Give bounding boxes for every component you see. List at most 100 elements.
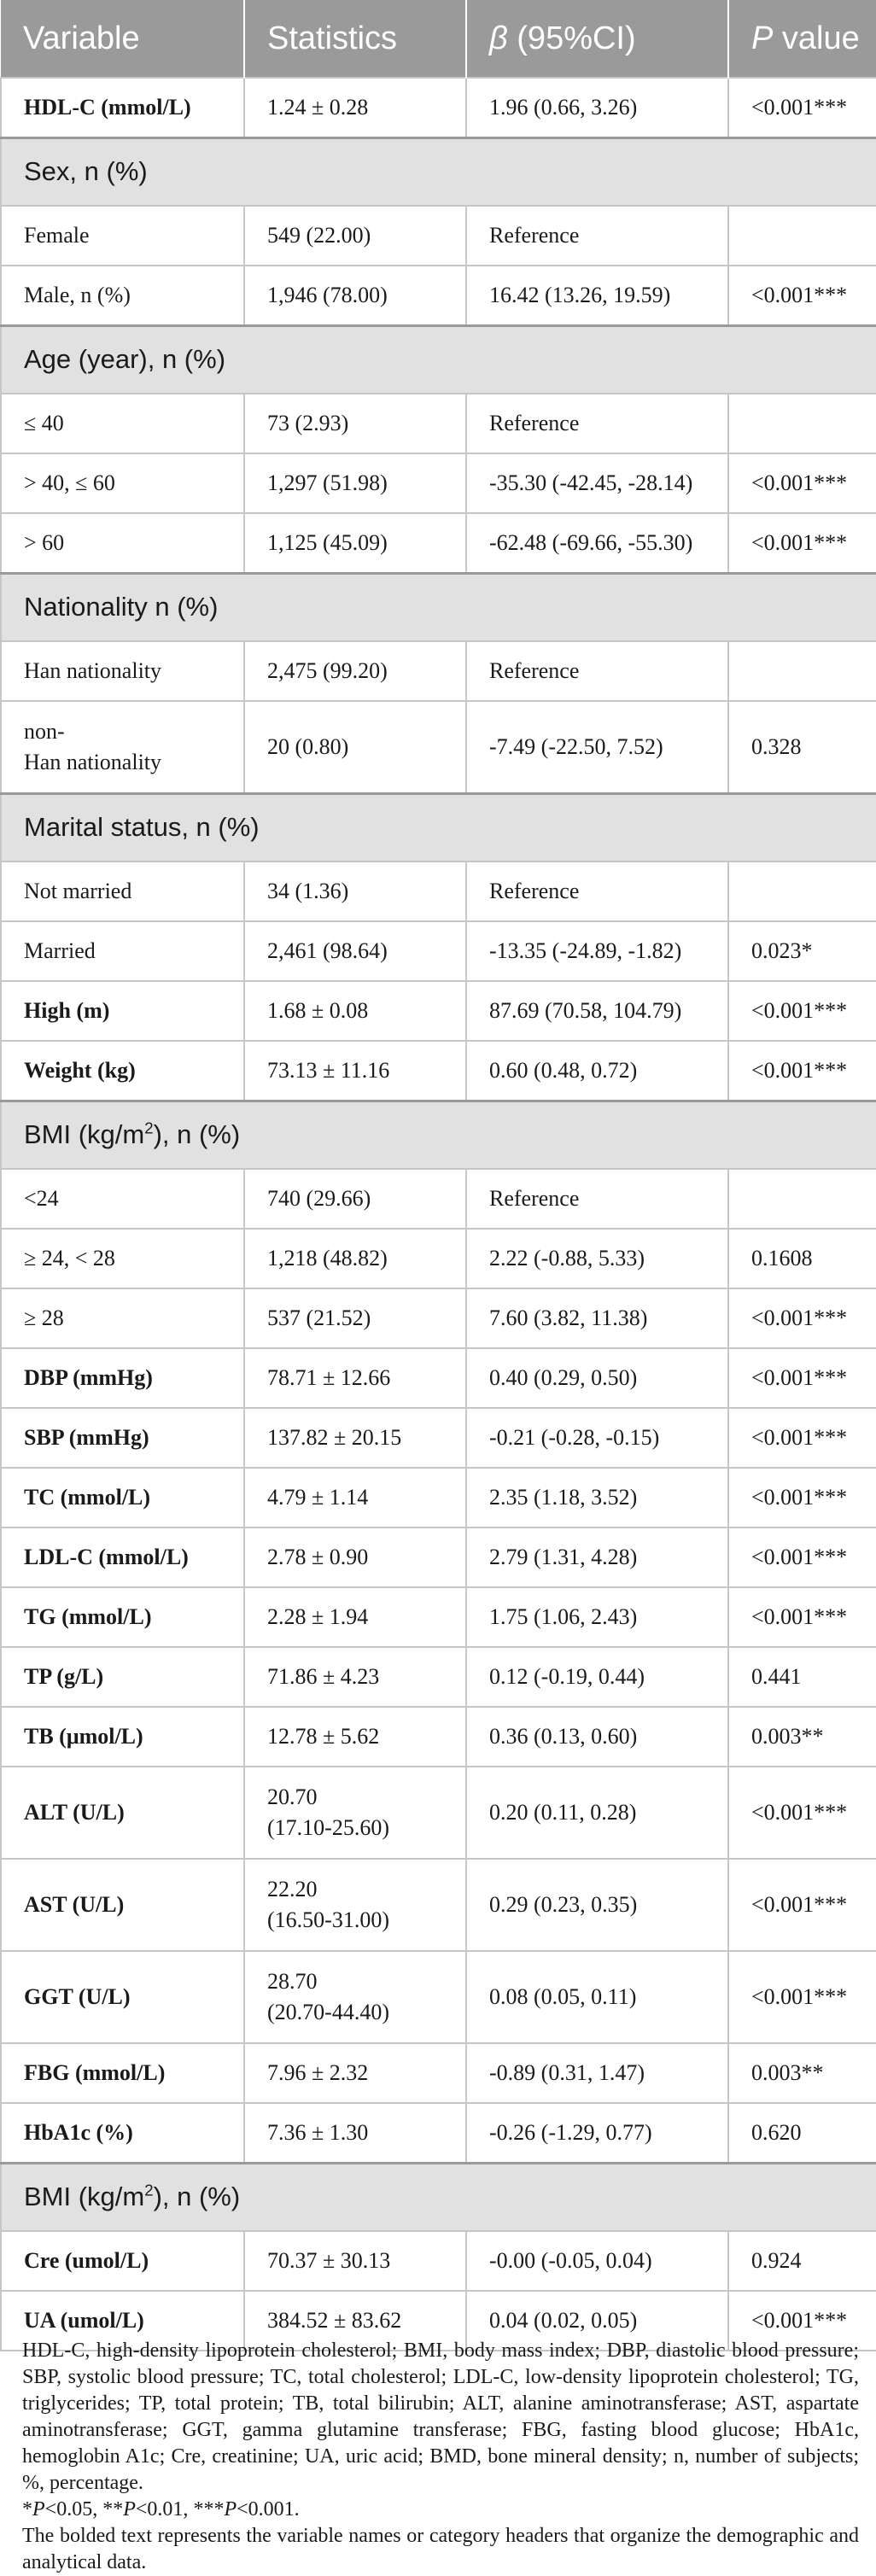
p-value-cell: 0.003**: [727, 2042, 876, 2104]
beta-ci-cell: -0.00 (-0.05, 0.04): [465, 2230, 729, 2292]
sig-p: P: [32, 2498, 45, 2521]
statistics-cell: 20 (0.80): [243, 700, 467, 794]
section-header: BMI (kg/m2), n (%): [0, 2161, 876, 2232]
variable-cell: TC (mmol/L): [0, 1467, 245, 1528]
statistics-cell: 1.68 ± 0.08: [243, 980, 467, 1042]
statistics-cell: 1,946 (78.00): [243, 265, 467, 326]
statistics-cell: 28.70 (20.70-44.40): [243, 1950, 467, 2044]
table-row: > 60 1,125 (45.09) -62.48 (-69.66, -55.30)…: [0, 512, 876, 574]
header-statistics: Statistics: [244, 0, 467, 78]
statistics-cell: 22.20 (16.50-31.00): [243, 1858, 467, 1952]
table-row: Female 549 (22.00) Reference: [0, 205, 876, 266]
p-value-cell: <0.001***: [727, 1766, 876, 1860]
statistics-cell: 12.78 ± 5.62: [243, 1706, 467, 1767]
results-table: Variable Statistics β (95%CI) P value HD…: [0, 0, 876, 2351]
results-table-container: Variable Statistics β (95%CI) P value HD…: [0, 0, 876, 2351]
beta-ci-cell: 16.42 (13.26, 19.59): [465, 265, 729, 326]
p-value-cell: 0.924: [727, 2230, 876, 2292]
p-value-cell: [727, 205, 876, 266]
p-value-cell: <0.001***: [727, 1527, 876, 1588]
variable-cell: non- Han nationality: [0, 700, 245, 794]
p-value-cell: <0.001***: [727, 1407, 876, 1469]
table-row: GGT (U/L) 28.70 (20.70-44.40) 0.08 (0.05, 0…: [0, 1950, 876, 2044]
section-header-row: Nationality n (%): [0, 571, 876, 642]
variable-cell: Not married: [0, 861, 245, 922]
statistics-cell: 2,461 (98.64): [243, 920, 467, 982]
statistics-cell: 73 (2.93): [243, 393, 467, 454]
beta-ci-cell: Reference: [465, 205, 729, 266]
p-value-cell: <0.001***: [727, 1040, 876, 1101]
header-variable: Variable: [1, 0, 245, 78]
section-label: Marital status, n (%): [24, 812, 260, 843]
section-header-row: Sex, n (%): [0, 136, 876, 207]
p-value-cell: <0.001***: [727, 1586, 876, 1648]
beta-ci-cell: -62.48 (-69.66, -55.30): [465, 512, 729, 574]
beta-ci-cell: 2.79 (1.31, 4.28): [465, 1527, 729, 1588]
section-label-superscript: 2: [144, 1119, 154, 1137]
sig-p: P: [224, 2498, 237, 2521]
beta-ci-cell: Reference: [465, 393, 729, 454]
statistics-cell-line: (17.10-25.60): [267, 1815, 389, 1840]
beta-ci-cell: 0.60 (0.48, 0.72): [465, 1040, 729, 1101]
statistics-cell: 740 (29.66): [243, 1168, 467, 1230]
section-header: Marital status, n (%): [0, 791, 876, 862]
section-header-row: BMI (kg/m2), n (%): [0, 2161, 876, 2232]
header-p-value: P value: [728, 0, 876, 78]
header-beta: β (95%CI): [466, 0, 729, 78]
statistics-cell: 70.37 ± 30.13: [243, 2230, 467, 2292]
variable-cell-line: non-: [24, 718, 65, 744]
table-row: ≥ 24, < 28 1,218 (48.82) 2.22 (-0.88, 5.33…: [0, 1228, 876, 1289]
p-value-cell: <0.001***: [727, 1950, 876, 2044]
statistics-cell: 384.52 ± 83.62: [243, 2290, 467, 2351]
sig-mark: ***: [193, 2498, 225, 2521]
section-label: BMI (kg/m: [24, 1119, 145, 1150]
statistics-cell: 2,475 (99.20): [243, 640, 467, 702]
table-row: non- Han nationality 20 (0.80) -7.49 (-22.5…: [0, 700, 876, 794]
variable-cell: TP (g/L): [0, 1646, 245, 1708]
section-header: Sex, n (%): [0, 136, 876, 207]
variable-cell: UA (umol/L): [0, 2290, 245, 2351]
p-value-cell: [727, 1168, 876, 1230]
variable-cell: AST (U/L): [0, 1858, 245, 1952]
beta-ci-cell: 0.08 (0.05, 0.11): [465, 1950, 729, 2044]
p-value-cell: 0.620: [727, 2102, 876, 2164]
section-label: Nationality n (%): [24, 592, 219, 622]
table-row: HbA1c (%) 7.36 ± 1.30 -0.26 (-1.29, 0.77) 0…: [0, 2102, 876, 2164]
beta-ci-cell: 0.40 (0.29, 0.50): [465, 1347, 729, 1409]
p-value-cell: <0.001***: [727, 77, 876, 138]
table-row: ≤ 40 73 (2.93) Reference: [0, 393, 876, 454]
section-header-row: Age (year), n (%): [0, 324, 876, 394]
table-row: HDL-C (mmol/L) 1.24 ± 0.28 1.96 (0.66, 3.2…: [0, 77, 876, 138]
statistics-cell-line: 22.20: [267, 1877, 318, 1901]
p-value-cell: <0.001***: [727, 2290, 876, 2351]
p-value-cell: <0.001***: [727, 1858, 876, 1952]
variable-cell: TG (mmol/L): [0, 1586, 245, 1648]
statistics-cell: 549 (22.00): [243, 205, 467, 266]
sig-threshold: <0.01,: [135, 2498, 194, 2521]
beta-ci-cell: -0.21 (-0.28, -0.15): [465, 1407, 729, 1469]
table-row: Han nationality 2,475 (99.20) Reference: [0, 640, 876, 702]
beta-ci-label: (95%CI): [507, 20, 636, 56]
variable-cell: <24: [0, 1168, 245, 1230]
table-row: > 40, ≤ 60 1,297 (51.98) -35.30 (-42.45, -…: [0, 453, 876, 514]
footnote-bold-note: The bolded text represents the variable …: [22, 2525, 859, 2573]
variable-cell: ≥ 28: [0, 1288, 245, 1349]
p-value-cell: <0.001***: [727, 512, 876, 574]
table-row: TG (mmol/L) 2.28 ± 1.94 1.75 (1.06, 2.43) <…: [0, 1586, 876, 1648]
p-value-cell: <0.001***: [727, 453, 876, 514]
p-value-label: value: [773, 20, 860, 56]
table-row: ≥ 28 537 (21.52) 7.60 (3.82, 11.38) <0.001*…: [0, 1288, 876, 1349]
statistics-cell: 7.96 ± 2.32: [243, 2042, 467, 2104]
beta-ci-cell: Reference: [465, 861, 729, 922]
statistics-cell: 1,218 (48.82): [243, 1228, 467, 1289]
beta-ci-cell: 2.35 (1.18, 3.52): [465, 1467, 729, 1528]
p-value-cell: [727, 640, 876, 702]
sig-mark: *: [22, 2498, 32, 2521]
p-value-cell: <0.001***: [727, 1467, 876, 1528]
p-value-cell: [727, 393, 876, 454]
p-value-cell: <0.001***: [727, 1347, 876, 1409]
table-row: Not married 34 (1.36) Reference: [0, 861, 876, 922]
section-label: Sex, n (%): [24, 156, 148, 187]
variable-cell: TB (μmol/L): [0, 1706, 245, 1767]
table-row: SBP (mmHg) 137.82 ± 20.15 -0.21 (-0.28, -0…: [0, 1407, 876, 1469]
